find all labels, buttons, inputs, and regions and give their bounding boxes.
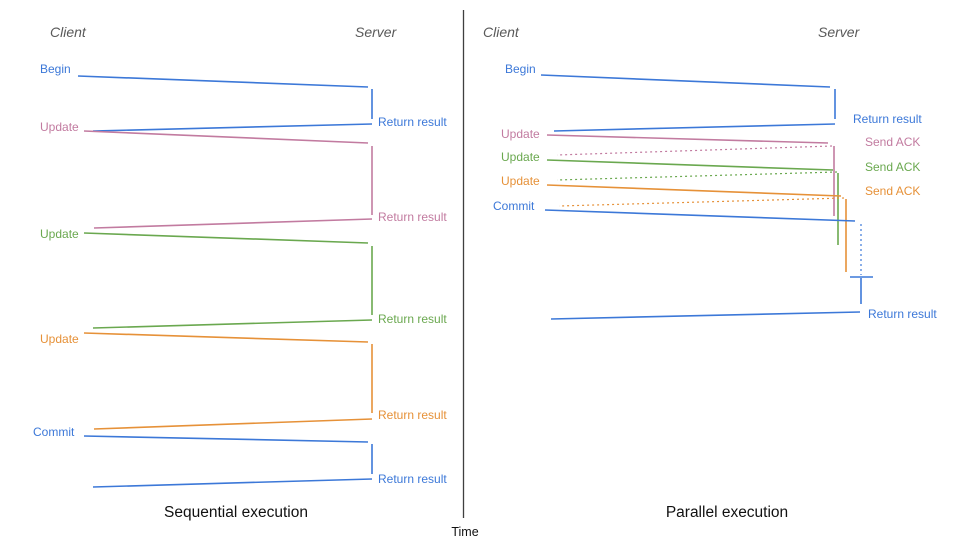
par-begin-response-label: Return result bbox=[853, 112, 922, 126]
seq-begin-request-arrow bbox=[77, 75, 369, 88]
seq-commit-label: Commit bbox=[33, 425, 75, 439]
seq-update2-request-arrow bbox=[83, 232, 369, 244]
sequential-diagram-arrows bbox=[77, 75, 373, 488]
seq-server-header: Server bbox=[355, 24, 397, 40]
par-update2-ack-arrow-dashed bbox=[556, 171, 838, 181]
par-update2-label: Update bbox=[501, 150, 540, 164]
par-update3-ack-arrow-dashed bbox=[558, 197, 845, 207]
par-update1-label: Update bbox=[501, 127, 540, 141]
par-update3-ack-label: Send ACK bbox=[865, 184, 921, 198]
seq-update1-response-label: Return result bbox=[378, 210, 447, 224]
seq-update3-label: Update bbox=[40, 332, 79, 346]
par-begin-response-arrow bbox=[553, 123, 836, 132]
par-update3-request-arrow bbox=[546, 184, 842, 197]
par-update1-ack-arrow-dashed bbox=[556, 145, 833, 156]
par-client-header: Client bbox=[483, 24, 519, 40]
par-begin-request-arrow bbox=[540, 74, 831, 88]
seq-commit-request-arrow bbox=[83, 435, 369, 443]
par-begin-label: Begin bbox=[505, 62, 536, 76]
seq-update3-request-arrow bbox=[83, 332, 369, 343]
time-axis-label: Time bbox=[451, 525, 479, 539]
par-commit-response-label: Return result bbox=[868, 307, 937, 321]
par-update1-request-arrow bbox=[546, 134, 829, 144]
seq-commit-response-arrow bbox=[92, 478, 373, 488]
seq-update1-response-arrow bbox=[93, 218, 373, 229]
seq-update1-request-arrow bbox=[83, 130, 369, 144]
seq-begin-label: Begin bbox=[40, 62, 71, 76]
par-update2-request-arrow bbox=[546, 159, 834, 171]
par-server-header: Server bbox=[818, 24, 860, 40]
par-update1-ack-label: Send ACK bbox=[865, 135, 921, 149]
seq-begin-response-label: Return result bbox=[378, 115, 447, 129]
seq-update1-label: Update bbox=[40, 120, 79, 134]
seq-update2-label: Update bbox=[40, 227, 79, 241]
seq-update3-response-label: Return result bbox=[378, 408, 447, 422]
seq-begin-response-arrow bbox=[92, 123, 373, 132]
seq-update3-response-arrow bbox=[93, 418, 373, 430]
par-commit-response-arrow bbox=[550, 311, 861, 320]
parallel-diagram-arrows bbox=[540, 74, 873, 320]
seq-client-header: Client bbox=[50, 24, 86, 40]
sequential-caption: Sequential execution bbox=[164, 504, 308, 521]
seq-commit-response-label: Return result bbox=[378, 472, 447, 486]
parallel-caption: Parallel execution bbox=[665, 504, 789, 521]
seq-update2-response-label: Return result bbox=[378, 312, 447, 326]
seq-update2-response-arrow bbox=[92, 319, 373, 329]
par-update3-label: Update bbox=[501, 174, 540, 188]
par-commit-request-arrow bbox=[544, 209, 856, 222]
par-update2-ack-label: Send ACK bbox=[865, 160, 921, 174]
par-commit-label: Commit bbox=[493, 199, 535, 213]
